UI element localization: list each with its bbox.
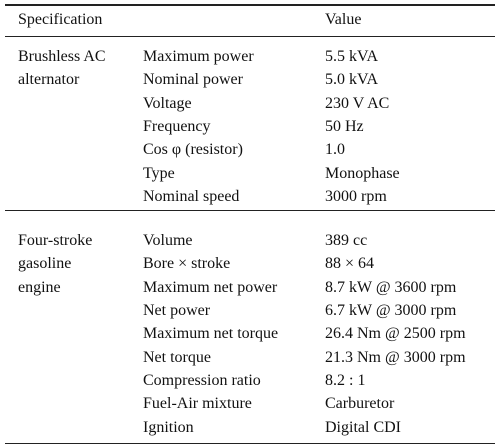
value-cell: 230 V AC bbox=[325, 94, 390, 112]
group-label: alternator bbox=[18, 71, 80, 89]
parameter-cell: Ignition bbox=[143, 418, 194, 436]
parameter-cell: Cos φ (resistor) bbox=[143, 141, 243, 159]
parameter-cell: Maximum net power bbox=[143, 278, 278, 296]
mid-rule bbox=[5, 36, 495, 37]
value-cell: Digital CDI bbox=[325, 418, 401, 436]
value-cell: Monophase bbox=[325, 164, 400, 182]
parameter-cell: Fuel-Air mixture bbox=[143, 395, 252, 413]
value-cell: 50 Hz bbox=[325, 117, 364, 135]
parameter-cell: Maximum net torque bbox=[143, 325, 279, 343]
value-cell: 8.7 kW @ 3600 rpm bbox=[325, 278, 457, 296]
group-label: engine bbox=[18, 278, 61, 296]
group-label: Brushless AC bbox=[18, 48, 106, 65]
parameter-cell: Maximum power bbox=[143, 48, 254, 65]
parameter-cell: Nominal speed bbox=[143, 187, 240, 205]
value-cell: 5.5 kVA bbox=[325, 48, 379, 65]
value-cell: 5.0 kVA bbox=[325, 71, 379, 89]
value-cell: 1.0 bbox=[325, 141, 345, 159]
parameter-cell: Net power bbox=[143, 302, 211, 319]
value-cell: 8.2 : 1 bbox=[325, 371, 366, 389]
header-cell: Value bbox=[325, 11, 362, 28]
group-rule bbox=[5, 210, 495, 212]
parameter-cell: Voltage bbox=[143, 94, 192, 112]
value-cell: 88 × 64 bbox=[325, 255, 375, 273]
parameter-cell: Type bbox=[143, 164, 175, 182]
group-label: Four-stroke bbox=[18, 232, 93, 250]
top-rule bbox=[5, 4, 495, 6]
value-cell: 26.4 Nm @ 2500 rpm bbox=[325, 325, 466, 343]
parameter-cell: Compression ratio bbox=[143, 371, 261, 389]
value-cell: Carburetor bbox=[325, 395, 395, 413]
value-cell: 389 cc bbox=[325, 232, 368, 250]
parameter-cell: Nominal power bbox=[143, 71, 243, 89]
header-cell: Specification bbox=[18, 11, 103, 28]
parameter-cell: Frequency bbox=[143, 117, 211, 135]
group-label: gasoline bbox=[18, 255, 72, 273]
parameter-cell: Bore × stroke bbox=[143, 255, 231, 273]
value-cell: 3000 rpm bbox=[325, 187, 387, 205]
parameter-cell: Net torque bbox=[143, 348, 211, 366]
value-cell: 6.7 kW @ 3000 rpm bbox=[325, 302, 457, 319]
parameter-cell: Volume bbox=[143, 232, 193, 250]
value-cell: 21.3 Nm @ 3000 rpm bbox=[325, 348, 466, 366]
